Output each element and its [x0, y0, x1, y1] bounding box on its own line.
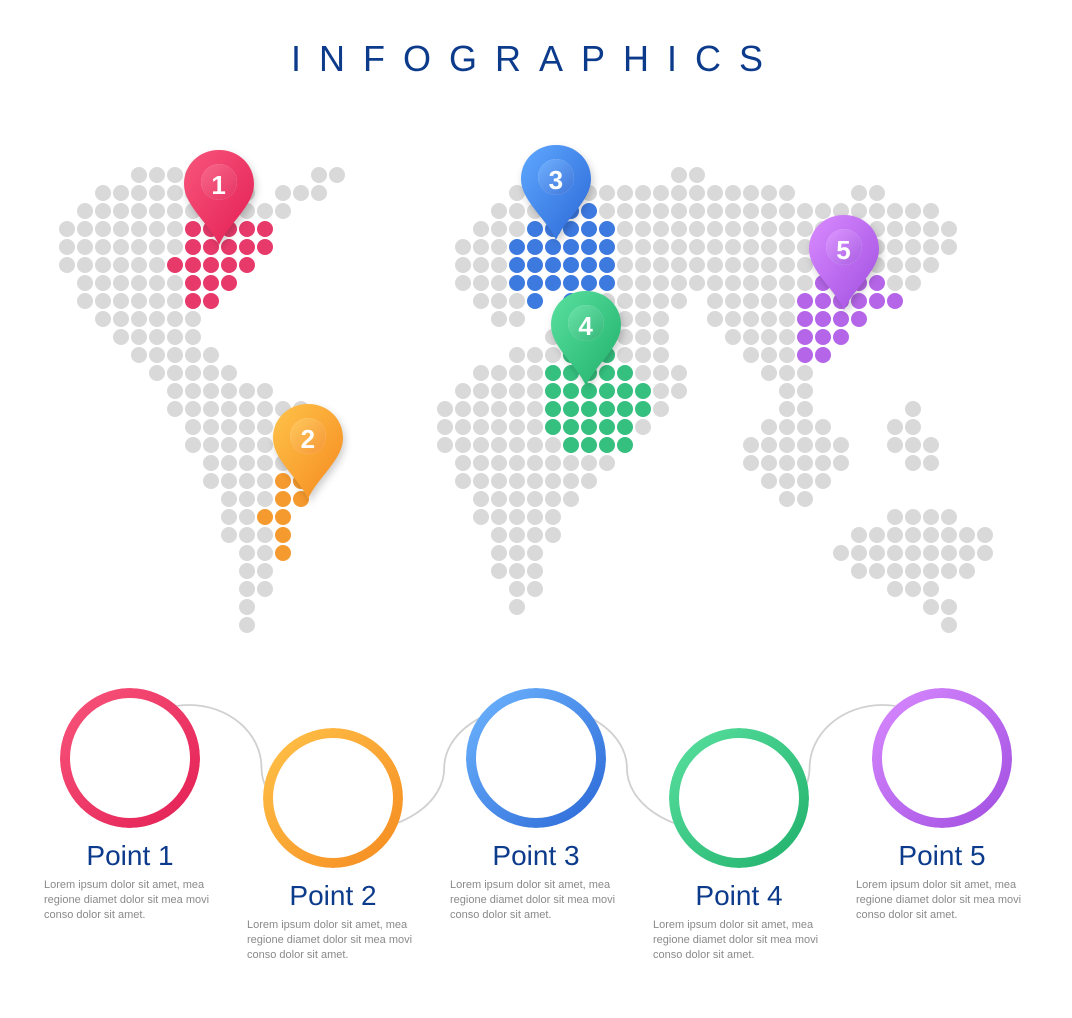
point-column-3: Point 3 Lorem ipsum dolor sit amet, mea … — [446, 678, 626, 923]
map-pin-4: 4 — [551, 291, 621, 386]
point-body: Lorem ipsum dolor sit amet, mea regione … — [446, 878, 626, 923]
point-body: Lorem ipsum dolor sit amet, mea regione … — [243, 918, 423, 963]
map-pin-3: 3 — [521, 145, 591, 240]
point-column-1: Point 1 Lorem ipsum dolor sit amet, mea … — [40, 678, 220, 923]
point-body: Lorem ipsum dolor sit amet, mea regione … — [40, 878, 220, 923]
pin-number: 5 — [809, 235, 879, 266]
point-body: Lorem ipsum dolor sit amet, mea regione … — [649, 918, 829, 963]
point-column-2: Point 2 Lorem ipsum dolor sit amet, mea … — [243, 718, 423, 963]
point-column-4: Point 4 Lorem ipsum dolor sit amet, mea … — [649, 718, 829, 963]
map-pin-5: 5 — [809, 215, 879, 310]
point-ring — [466, 688, 606, 828]
world-map: 1 2 3 — [40, 148, 1032, 688]
point-title: Point 4 — [695, 880, 782, 912]
pin-number: 2 — [273, 424, 343, 455]
map-pin-2: 2 — [273, 404, 343, 499]
pin-number: 3 — [521, 165, 591, 196]
points-row: Point 1 Lorem ipsum dolor sit amet, mea … — [40, 678, 1032, 978]
point-ring — [872, 688, 1012, 828]
point-title: Point 2 — [289, 880, 376, 912]
point-ring — [60, 688, 200, 828]
point-title: Point 3 — [492, 840, 579, 872]
point-column-5: Point 5 Lorem ipsum dolor sit amet, mea … — [852, 678, 1032, 923]
pin-number: 1 — [184, 170, 254, 201]
point-title: Point 5 — [898, 840, 985, 872]
point-body: Lorem ipsum dolor sit amet, mea regione … — [852, 878, 1032, 923]
page-title: INFOGRAPHICS — [0, 38, 1072, 80]
point-ring — [669, 728, 809, 868]
point-ring — [263, 728, 403, 868]
point-title: Point 1 — [86, 840, 173, 872]
pin-number: 4 — [551, 311, 621, 342]
map-pin-1: 1 — [184, 150, 254, 245]
